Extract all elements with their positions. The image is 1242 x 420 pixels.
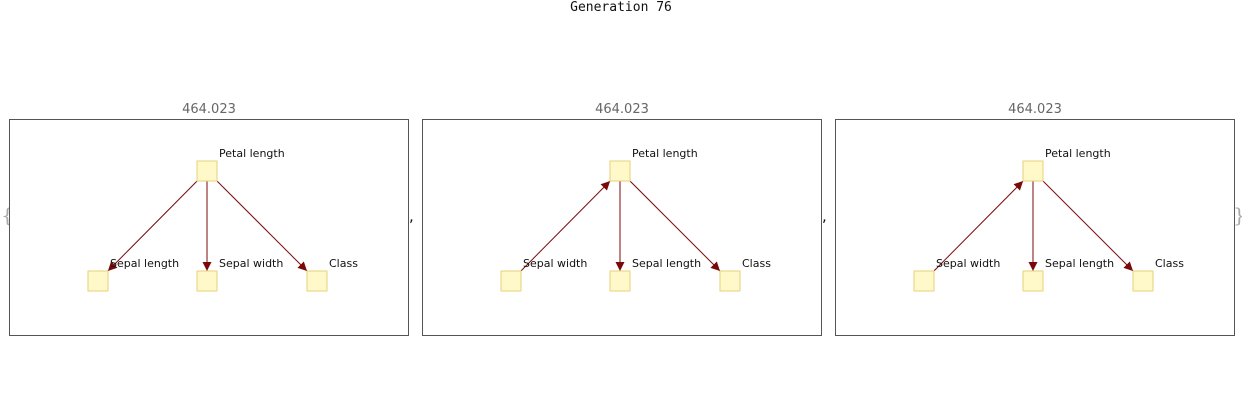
node-label-sepal-width: Sepal width — [523, 257, 587, 270]
panel-frame: Petal length Sepal length Sepal width Class — [9, 119, 409, 336]
node-class — [1132, 270, 1154, 292]
panel-frame: Petal length Sepal width Sepal length Class — [835, 119, 1235, 336]
panel-score: 464.023 — [595, 102, 649, 117]
node-class — [306, 270, 328, 292]
node-sepal-length — [1022, 270, 1044, 292]
node-label-sepal-width: Sepal width — [219, 257, 283, 270]
network-graph: Petal length Sepal width Sepal length Class — [500, 147, 771, 292]
panel-score: 464.023 — [1008, 102, 1062, 117]
node-class — [719, 270, 741, 292]
edge-petal-length-to-class — [1042, 180, 1134, 272]
graph-panel: 464.023 Petal length Sepal width Sepal len… — [835, 102, 1235, 336]
edge-petal-length-to-sepal-length — [107, 180, 198, 272]
edge-petal-length-to-class — [216, 180, 308, 272]
panel-score: 464.023 — [182, 102, 236, 117]
edge-petal-length-to-class — [629, 180, 721, 272]
node-sepal-length — [87, 270, 109, 292]
node-sepal-width — [913, 270, 935, 292]
network-graph: Petal length Sepal length Sepal width Class — [87, 147, 358, 292]
node-label-class: Class — [742, 257, 771, 270]
node-label-petal-length: Petal length — [1045, 147, 1111, 160]
node-petal-length — [609, 160, 631, 182]
node-label-sepal-length: Sepal length — [110, 257, 179, 270]
node-sepal-width — [500, 270, 522, 292]
graph-panel: 464.023 Petal length Sepal width Sepal len… — [422, 102, 822, 336]
node-label-class: Class — [329, 257, 358, 270]
node-petal-length — [1022, 160, 1044, 182]
separator-comma: , — [409, 207, 414, 225]
separator-comma: , — [822, 207, 827, 225]
node-petal-length — [196, 160, 218, 182]
edge-sepal-width-to-petal-length — [520, 180, 611, 272]
panel-frame: Petal length Sepal width Sepal length Class — [422, 119, 822, 336]
edge-sepal-width-to-petal-length — [933, 180, 1024, 272]
graph-panel: 464.023 Petal length Sepal length Sepal wi… — [9, 102, 409, 336]
node-sepal-length — [609, 270, 631, 292]
node-label-sepal-width: Sepal width — [936, 257, 1000, 270]
node-label-sepal-length: Sepal length — [1045, 257, 1114, 270]
node-sepal-width — [196, 270, 218, 292]
network-graph: Petal length Sepal width Sepal length Class — [913, 147, 1184, 292]
node-label-petal-length: Petal length — [219, 147, 285, 160]
close-brace: } — [1233, 203, 1242, 227]
node-label-sepal-length: Sepal length — [632, 257, 701, 270]
node-label-class: Class — [1155, 257, 1184, 270]
generation-title: Generation 76 — [570, 0, 672, 15]
node-label-petal-length: Petal length — [632, 147, 698, 160]
